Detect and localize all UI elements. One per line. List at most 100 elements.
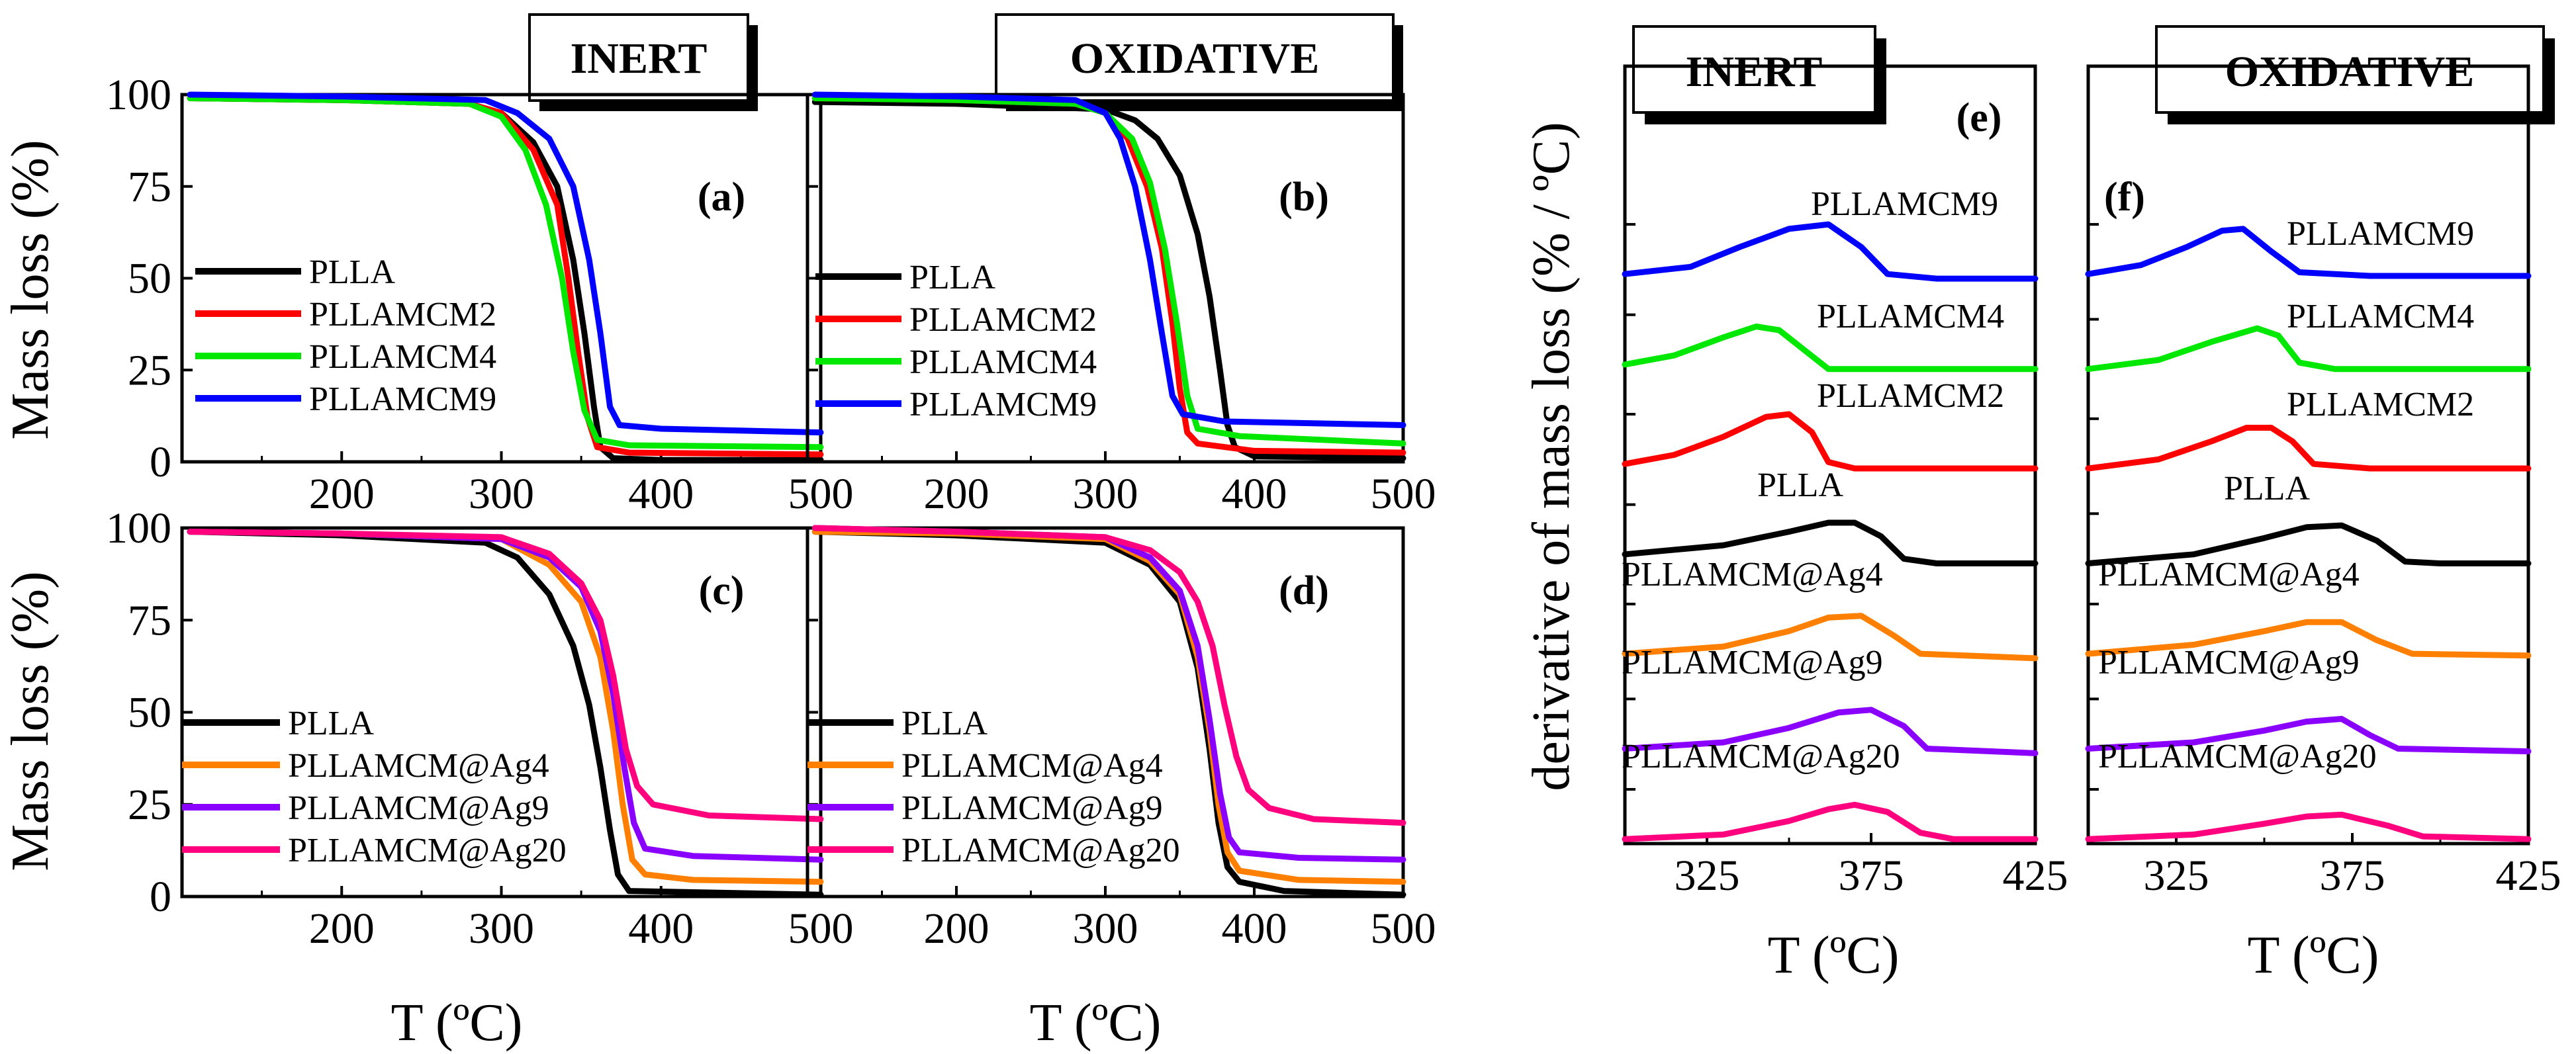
panel-tag-c: (c): [699, 568, 745, 613]
panel-tag-b: (b): [1279, 175, 1329, 220]
y-tick-label-c-0: 0: [150, 873, 171, 921]
tga-ylabel-top: Mass loss (%): [1, 140, 60, 439]
dtg-xlabel-e: T (ºC): [1768, 926, 1900, 985]
panel-tag-f: (f): [2104, 175, 2145, 220]
curve-label-e-pllamcm4: PLLAMCM4: [1817, 298, 2004, 335]
curve-label-e-pllamcm-at-ag9: PLLAMCM@Ag9: [1622, 644, 1883, 681]
badge-inert-right: INERT: [1632, 25, 1886, 124]
series-f-pllamcm-at-ag20: [2085, 811, 2532, 842]
y-tick-label-a-25: 25: [128, 346, 171, 394]
badge-inert-left-text: INERT: [571, 34, 708, 83]
series-a-plla: [187, 95, 824, 463]
x-tick-label-d-200: 200: [924, 904, 989, 953]
x-tick-label-b-200: 200: [924, 470, 989, 518]
panel-e: 325 375 425 PLLAMCM9 PLLAMCM4 PLLAMCM2 PLLA PLL…: [1622, 64, 2068, 900]
legend-label-d-pllamcm-at-ag9: PLLAMCM@Ag9: [901, 789, 1163, 827]
legend-label-a-pllamcm4: PLLAMCM4: [309, 338, 496, 376]
curve-label-e-pllamcm-at-ag20: PLLAMCM@Ag20: [1622, 738, 1900, 775]
series-e-plla: [1622, 519, 2039, 566]
legend-label-a-pllamcm2: PLLAMCM2: [309, 296, 496, 333]
badge-inert-right-text: INERT: [1686, 48, 1823, 96]
tga-xlabel-right: T (ºC): [1030, 994, 1162, 1052]
panels: 200 300 400 500 0 25 50 75 100 PLLA PLLAMCM2 PLLAMC…: [106, 64, 2561, 953]
x-tick-label-b-400: 400: [1222, 470, 1287, 518]
curve-label-f-pllamcm-at-ag20: PLLAMCM@Ag20: [2098, 738, 2377, 775]
badge-oxidative-right-text: OXIDATIVE: [2225, 48, 2475, 96]
curve-label-e-pllamcm-at-ag4: PLLAMCM@Ag4: [1622, 556, 1883, 593]
panel-tag-a: (a): [698, 175, 745, 220]
series-f-pllamcm-at-ag4: [2085, 619, 2532, 659]
curve-label-f-pllamcm4: PLLAMCM4: [2287, 298, 2474, 335]
x-tick-label-f-325: 325: [2144, 852, 2209, 900]
curve-label-f-pllamcm-at-ag9: PLLAMCM@Ag9: [2098, 644, 2360, 681]
legend-label-b-pllamcm9: PLLAMCM9: [909, 386, 1097, 423]
series-f-pllamcm9: [2085, 226, 2532, 279]
series-e-pllamcm9: [1622, 221, 2039, 282]
y-tick-label-c-50: 50: [128, 689, 171, 737]
badge-oxidative-right: OXIDATIVE: [2155, 25, 2555, 124]
x-tick-label-c-500: 500: [788, 904, 854, 953]
x-tick-label-a-500: 500: [788, 470, 854, 518]
x-tick-label-f-425: 425: [2496, 852, 2561, 900]
x-tick-label-c-300: 300: [469, 904, 534, 953]
curve-label-f-pllamcm9: PLLAMCM9: [2287, 215, 2474, 253]
series-b-plla: [811, 99, 1406, 461]
curve-label-f-plla: PLLA: [2224, 470, 2310, 507]
legend-label-a-plla: PLLA: [309, 253, 395, 291]
series-e-pllamcm-at-ag9: [1622, 707, 2039, 756]
x-tick-label-f-375: 375: [2320, 852, 2385, 900]
panel-c: 200 300 400 500 0 25 50 75 100 PLLA PLLAMCM@Ag4 PLL…: [106, 504, 854, 953]
x-tick-label-d-300: 300: [1073, 904, 1138, 953]
y-tick-label-c-75: 75: [128, 596, 171, 644]
y-tick-label-a-75: 75: [128, 163, 171, 211]
tga-ylabel-bottom: Mass loss (%): [1, 571, 60, 871]
legend-label-c-pllamcm-at-ag9: PLLAMCM@Ag9: [288, 789, 549, 827]
series-c-pllamcm-at-ag20: [187, 529, 824, 822]
badge-oxidative-left-text: OXIDATIVE: [1070, 34, 1320, 83]
legend-label-d-plla: PLLA: [901, 705, 988, 742]
series-f-pllamcm2: [2085, 425, 2532, 472]
series-b-pllamcm2: [811, 95, 1406, 456]
x-tick-label-e-325: 325: [1675, 852, 1740, 900]
x-tick-label-a-200: 200: [309, 470, 375, 518]
series-f-pllamcm-at-ag9: [2085, 716, 2532, 755]
series-e-pllamcm-at-ag4: [1622, 613, 2039, 662]
curve-label-e-pllamcm9: PLLAMCM9: [1811, 185, 1998, 223]
series-b-pllamcm4: [811, 95, 1406, 447]
series-e-pllamcm-at-ag20: [1622, 801, 2039, 842]
panel-tag-d: (d): [1279, 568, 1329, 613]
x-tick-label-e-375: 375: [1839, 852, 1904, 900]
legend-label-d-pllamcm-at-ag20: PLLAMCM@Ag20: [901, 832, 1180, 869]
y-tick-label-a-100: 100: [106, 71, 171, 119]
y-tick-label-a-0: 0: [150, 438, 171, 486]
series-a-pllamcm9: [187, 91, 824, 436]
series-e-pllamcm2: [1622, 411, 2039, 472]
panel-f: 325 375 425 PLLAMCM9 PLLAMCM4 PLLAMCM2 PLLA PLL…: [2085, 64, 2561, 900]
x-tick-label-a-400: 400: [628, 470, 694, 518]
curve-label-f-pllamcm-at-ag4: PLLAMCM@Ag4: [2098, 556, 2360, 593]
y-tick-label-c-100: 100: [106, 504, 171, 552]
panel-a: 200 300 400 500 0 25 50 75 100 PLLA PLLAMCM2 PLLAMC…: [106, 71, 854, 518]
tga-xlabel-left: T (ºC): [391, 994, 523, 1052]
dtg-xlabel-f: T (ºC): [2248, 926, 2379, 985]
legend-label-c-pllamcm-at-ag20: PLLAMCM@Ag20: [288, 832, 567, 869]
legend-label-d-pllamcm-at-ag4: PLLAMCM@Ag4: [901, 747, 1163, 785]
series-a-pllamcm4: [187, 95, 824, 451]
series-f-plla: [2085, 522, 2532, 566]
legend-label-b-pllamcm2: PLLAMCM2: [909, 301, 1097, 339]
x-tick-label-e-425: 425: [2003, 852, 2068, 900]
curve-label-e-pllamcm2: PLLAMCM2: [1817, 377, 2004, 415]
y-tick-label-c-25: 25: [128, 781, 171, 829]
legend-label-c-pllamcm-at-ag4: PLLAMCM@Ag4: [288, 747, 549, 785]
legend-label-a-pllamcm9: PLLAMCM9: [309, 380, 496, 418]
series-c-plla: [187, 529, 824, 898]
x-tick-label-c-200: 200: [309, 904, 375, 953]
badge-inert-left: INERT: [528, 13, 758, 111]
series-f-pllamcm4: [2085, 325, 2532, 373]
legend-label-b-pllamcm4: PLLAMCM4: [909, 343, 1097, 381]
legend-label-c-plla: PLLA: [288, 705, 374, 742]
x-tick-label-d-500: 500: [1371, 904, 1436, 953]
curve-label-f-pllamcm2: PLLAMCM2: [2287, 386, 2474, 423]
series-d-pllamcm-at-ag20: [811, 525, 1406, 826]
